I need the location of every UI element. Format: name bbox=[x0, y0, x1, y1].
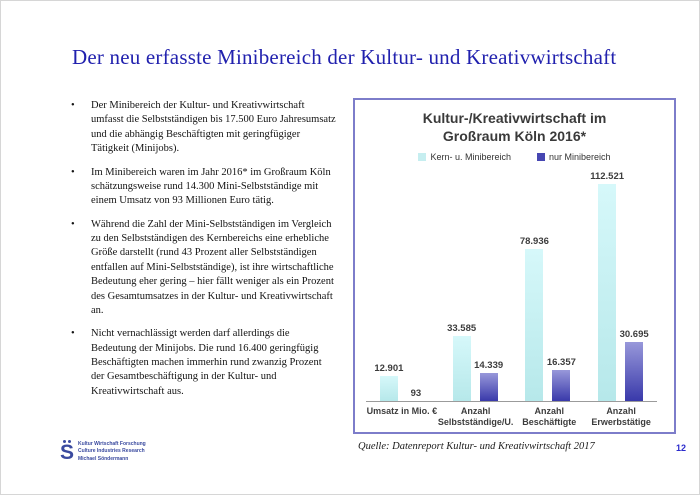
bar-nur-minibereich: 14.339 bbox=[474, 360, 503, 401]
x-axis-category: Anzahl Selbstständige/U. bbox=[438, 404, 514, 428]
x-axis-category-label: Anzahl Beschäftigte bbox=[522, 406, 577, 428]
x-axis-category: Anzahl Erwerbstätige bbox=[585, 404, 657, 428]
bar-value-label: 16.357 bbox=[546, 356, 576, 368]
bar-nur-minibereich: 16.357 bbox=[547, 357, 576, 401]
bar-value-label: 78.936 bbox=[519, 236, 549, 247]
bullet-item: Im Minibereich waren im Jahr 2016* im Gr… bbox=[69, 166, 337, 209]
logo-text-line: Culture Industries Research bbox=[78, 448, 145, 455]
bar-group: 78.936 16.357 bbox=[512, 170, 585, 401]
bullet-list: Der Minibereich der Kultur- und Kreativw… bbox=[69, 99, 337, 399]
bar-kern-u-minibereich: 33.585 bbox=[447, 323, 476, 401]
logo-umlaut-dots bbox=[63, 440, 71, 443]
legend-item: Kern- u. Minibereich bbox=[418, 152, 511, 162]
bar-group: 12.901 93 bbox=[366, 170, 439, 401]
bar-value-label: 14.339 bbox=[474, 360, 504, 372]
logo-text-line: Michael Söndermann bbox=[78, 455, 129, 462]
legend-label: nur Minibereich bbox=[549, 152, 611, 162]
bar-group: 33.585 14.339 bbox=[439, 170, 512, 401]
bullet-text-block: Der Minibereich der Kultur- und Kreativw… bbox=[69, 99, 337, 408]
bar-value-label: 93 bbox=[410, 387, 422, 399]
logo-mark: S bbox=[60, 439, 75, 465]
bar-nur-minibereich: 30.695 bbox=[620, 329, 649, 401]
page-title: Der neu erfasste Minibereich der Kultur-… bbox=[72, 45, 617, 69]
x-axis-category: Umsatz in Mio. € bbox=[366, 404, 438, 428]
chart-title-line-1: Kultur-/Kreativwirtschaft im bbox=[422, 110, 607, 126]
chart-title-line-2: Großraum Köln 2016* bbox=[442, 128, 587, 145]
bar-chart: Kultur-/Kreativwirtschaft im Großraum Kö… bbox=[353, 98, 676, 434]
bar-value-label: 12.901 bbox=[374, 363, 404, 375]
bar-kern-u-minibereich: 78.936 bbox=[520, 236, 549, 401]
logo-text-line: Kultur Wirtschaft Forschung bbox=[78, 440, 146, 447]
bullet-item: Der Minibereich der Kultur- und Kreativw… bbox=[69, 99, 337, 157]
source-citation: Quelle: Datenreport Kultur- und Kreativw… bbox=[358, 441, 595, 452]
bullet-item: Nicht vernachlässigt werden darf allerdi… bbox=[69, 327, 337, 399]
logo-text: Kultur Wirtschaft Forschung Culture Indu… bbox=[78, 441, 146, 464]
x-axis-labels: Umsatz in Mio. € Anzahl Selbstständige/U.… bbox=[366, 404, 657, 428]
bullet-item: Während die Zahl der Mini-Selbstständige… bbox=[69, 218, 337, 319]
bar-group: 112.521 30.695 bbox=[584, 170, 657, 401]
bar-value-label: 30.695 bbox=[619, 328, 649, 340]
page-number: 12 bbox=[675, 443, 686, 453]
x-axis-category-label: Umsatz in Mio. € bbox=[366, 406, 438, 416]
logo-letter: S bbox=[60, 441, 75, 464]
bar-kern-u-minibereich: 12.901 bbox=[374, 363, 403, 401]
bar-kern-u-minibereich: 112.521 bbox=[590, 171, 624, 401]
plot-area: 12.901 93 33.585 14.339 78.936 16.357 112.521 3… bbox=[366, 170, 657, 402]
chart-legend: Kern- u. Minibereich nur Minibereich bbox=[355, 152, 674, 162]
logo: S Kultur Wirtschaft Forschung Culture In… bbox=[60, 439, 146, 465]
chart-title: Kultur-/Kreativwirtschaft im Großraum Kö… bbox=[355, 109, 674, 145]
bar-value-label: 112.521 bbox=[590, 171, 625, 183]
x-axis-category-label: Anzahl Erwerbstätige bbox=[591, 406, 651, 428]
legend-swatch bbox=[418, 153, 427, 161]
x-axis-category: Anzahl Beschäftigte bbox=[513, 404, 585, 428]
legend-label: Kern- u. Minibereich bbox=[430, 152, 511, 162]
bar-value-label: 33.585 bbox=[447, 323, 477, 335]
legend-item: nur Minibereich bbox=[537, 152, 611, 162]
x-axis-category-label: Anzahl Selbstständige/U. bbox=[437, 406, 514, 428]
legend-swatch bbox=[537, 153, 545, 161]
